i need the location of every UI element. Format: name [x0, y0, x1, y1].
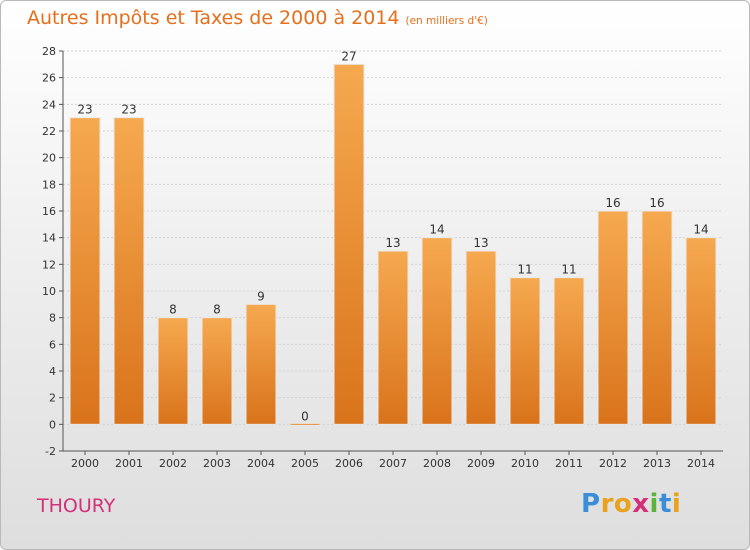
- x-tick-label: 2001: [115, 457, 143, 470]
- bar[interactable]: [685, 237, 717, 425]
- bar-value-label: 16: [605, 196, 620, 210]
- bar-value-label: 8: [169, 303, 177, 317]
- bar-value-label: 0: [301, 409, 309, 423]
- x-tick-label: 2003: [203, 457, 231, 470]
- logo-letter: x: [632, 489, 650, 519]
- y-tick-label: 4: [49, 365, 56, 378]
- x-tick-label: 2012: [599, 457, 627, 470]
- x-tick-label: 2011: [555, 457, 583, 470]
- bar[interactable]: [553, 277, 585, 425]
- x-tick-label: 2014: [687, 457, 715, 470]
- proxiti-logo[interactable]: Proxiti: [581, 489, 681, 519]
- bar[interactable]: [509, 277, 541, 425]
- bar-value-label: 23: [77, 103, 92, 117]
- bar[interactable]: [157, 317, 189, 425]
- x-tick-label: 2002: [159, 457, 187, 470]
- bar-value-label: 13: [385, 236, 400, 250]
- y-tick-label: -2: [45, 445, 56, 458]
- y-tick-label: 0: [49, 418, 56, 431]
- x-tick-label: 2009: [467, 457, 495, 470]
- x-tick-label: 2007: [379, 457, 407, 470]
- y-tick-label: 18: [42, 178, 56, 191]
- y-tick-label: 8: [49, 312, 56, 325]
- x-tick-label: 2008: [423, 457, 451, 470]
- bar-value-label: 14: [693, 223, 708, 237]
- y-tick-label: 22: [42, 125, 56, 138]
- place-name: THOURY: [37, 495, 116, 517]
- logo-letter: r: [600, 489, 614, 519]
- bar-value-label: 16: [649, 196, 664, 210]
- y-tick-label: 10: [42, 285, 56, 298]
- y-tick-label: 28: [42, 45, 56, 58]
- y-tick-label: 6: [49, 338, 56, 351]
- bar[interactable]: [597, 210, 629, 425]
- bars: 23 23 8 8 9 0 27 13 14 13 11 11 16 16 14: [69, 49, 717, 426]
- y-tick-label: 16: [42, 205, 56, 218]
- bar[interactable]: [69, 117, 101, 425]
- bar-value-label: 11: [517, 263, 532, 277]
- bar-value-label: 9: [257, 289, 265, 303]
- x-tick-label: 2005: [291, 457, 319, 470]
- y-tick-label: 26: [42, 72, 56, 85]
- y-tick-label: 24: [42, 98, 56, 111]
- bar-value-label: 11: [561, 263, 576, 277]
- bar[interactable]: [289, 422, 321, 426]
- y-tick-label: 2: [49, 392, 56, 405]
- bar[interactable]: [465, 250, 497, 425]
- bar-value-label: 14: [429, 223, 444, 237]
- logo-letter: i: [649, 489, 659, 519]
- bar-value-label: 8: [213, 303, 221, 317]
- logo-letter: P: [581, 489, 601, 519]
- bar[interactable]: [201, 317, 233, 425]
- bar[interactable]: [377, 250, 409, 425]
- x-tick-label: 2006: [335, 457, 363, 470]
- bar[interactable]: [641, 210, 673, 425]
- bar[interactable]: [113, 117, 145, 425]
- x-tick-label: 2013: [643, 457, 671, 470]
- bar[interactable]: [421, 237, 453, 425]
- bar[interactable]: [245, 303, 277, 425]
- logo-letter: t: [658, 489, 672, 519]
- x-tick-label: 2004: [247, 457, 275, 470]
- title-row: Autres Impôts et Taxes de 2000 à 2014 (en…: [27, 7, 488, 29]
- x-tick-label: 2010: [511, 457, 539, 470]
- bar-value-label: 27: [341, 49, 356, 63]
- bar[interactable]: [333, 63, 365, 425]
- y-tick-label: 20: [42, 152, 56, 165]
- logo-letter: o: [613, 489, 633, 519]
- y-tick-label: 12: [42, 258, 56, 271]
- bar-value-label: 23: [121, 103, 136, 117]
- bar-value-label: 13: [473, 236, 488, 250]
- chart-subtitle: (en milliers d'€): [405, 15, 488, 27]
- chart-title: Autres Impôts et Taxes de 2000 à 2014: [27, 7, 400, 29]
- logo-letter: i: [671, 489, 682, 519]
- x-tick-label: 2000: [71, 457, 99, 470]
- y-tick-label: 14: [42, 232, 56, 245]
